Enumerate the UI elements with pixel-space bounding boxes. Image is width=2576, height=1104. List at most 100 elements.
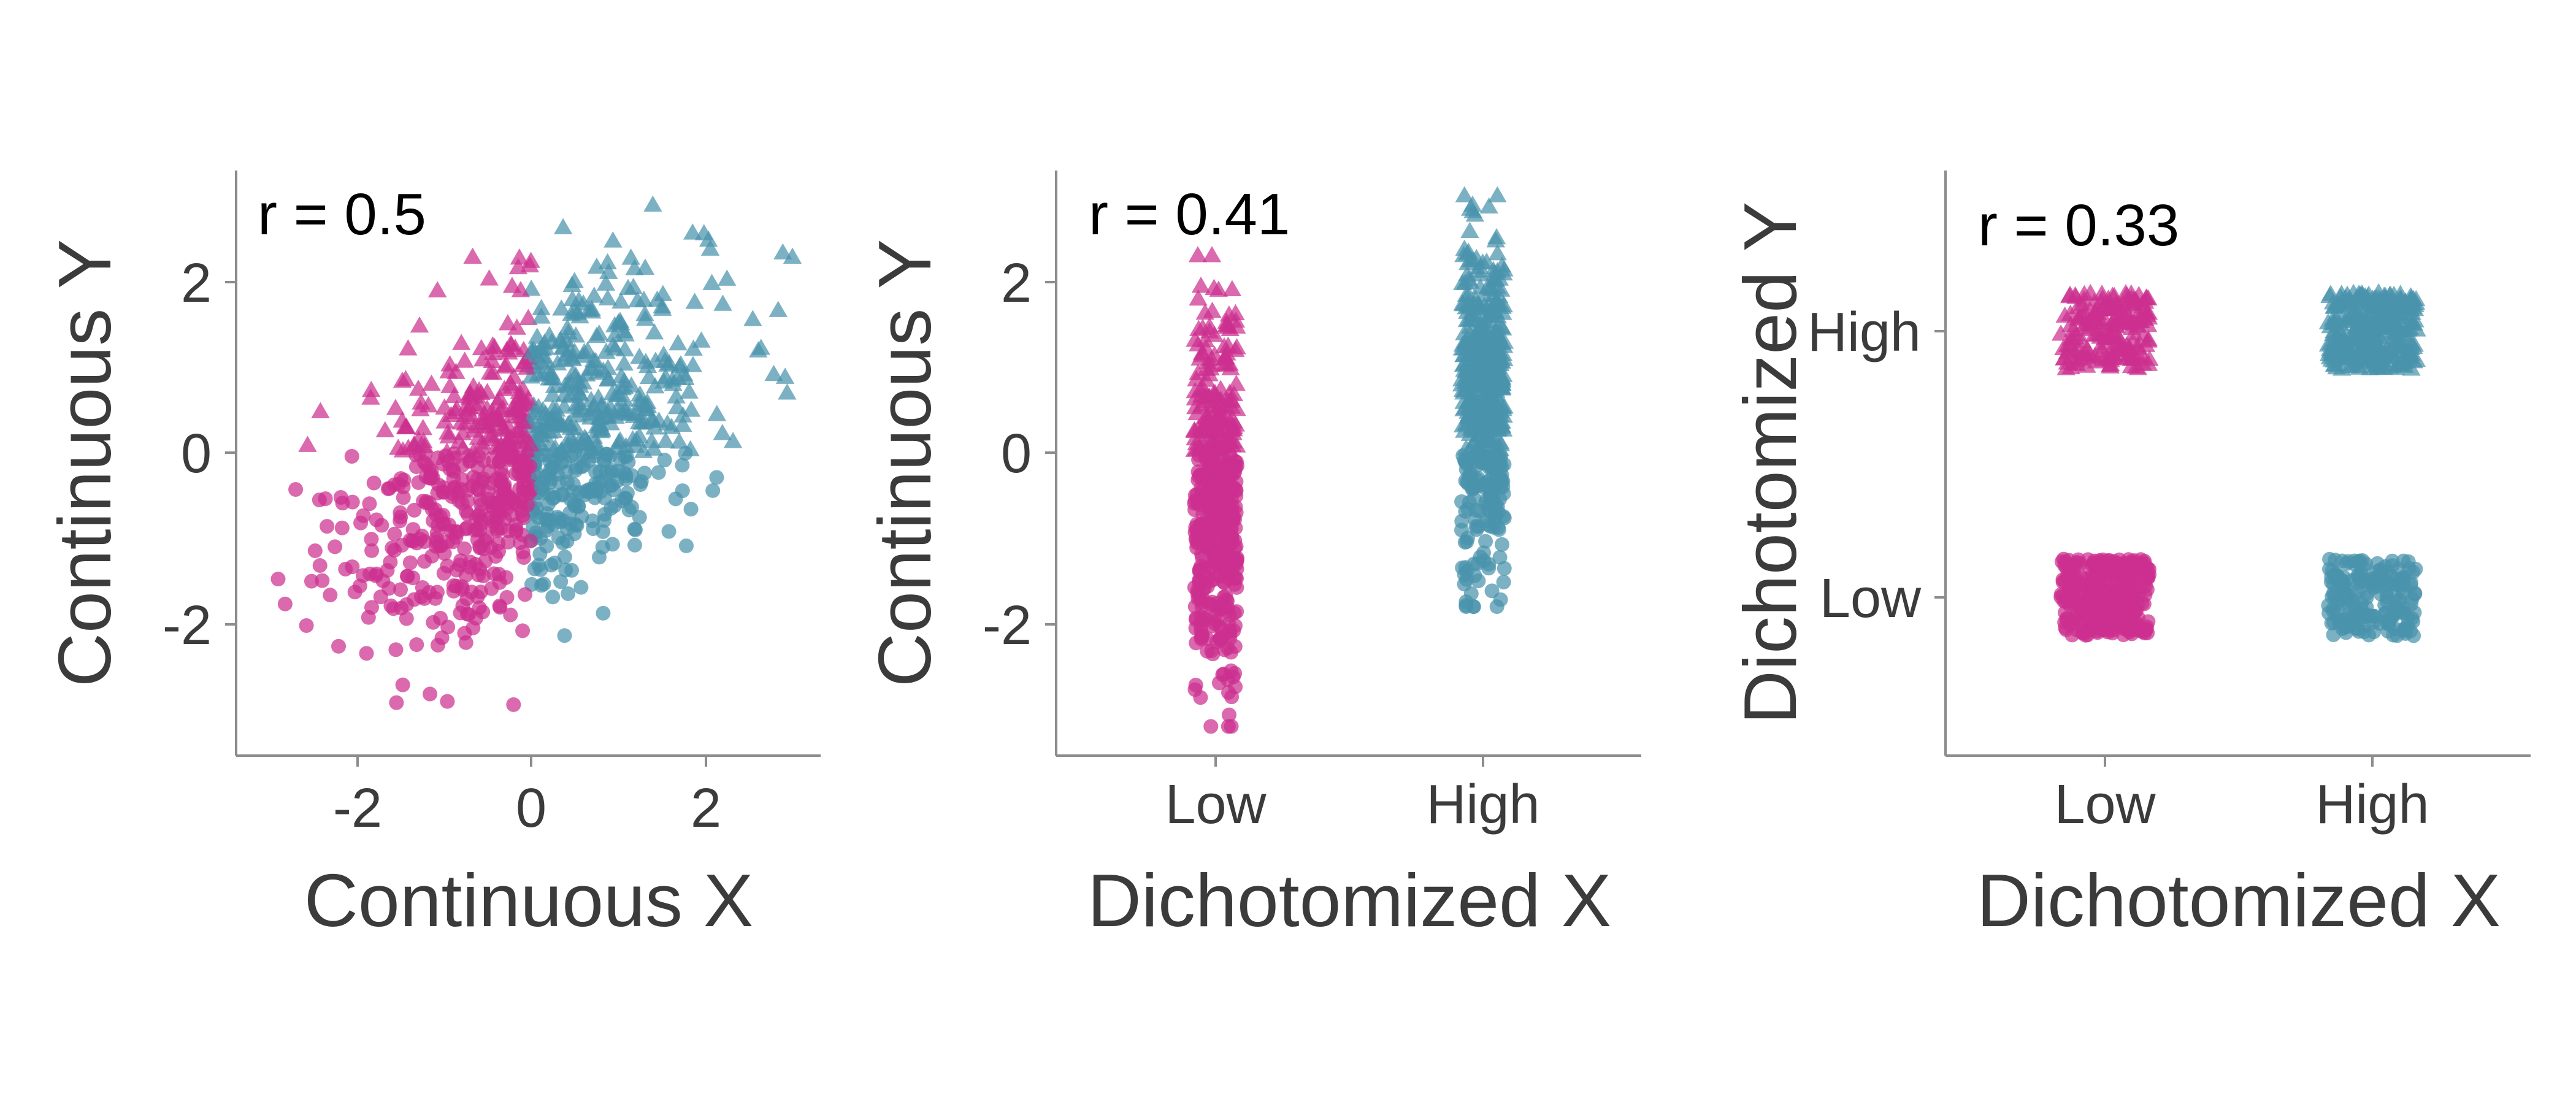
- p3-point-high-high-273: [2402, 359, 2421, 376]
- p1-point-low-745: [472, 339, 491, 356]
- p1-point-low-761: [427, 591, 443, 606]
- p1-point-high-293: [702, 274, 721, 290]
- p2-point-high-401: [1488, 243, 1507, 261]
- p3-point-high-high-305: [2377, 347, 2397, 363]
- p2-point-high-476: [1489, 355, 1508, 372]
- p1-point-high-994: [656, 431, 675, 448]
- p2-point-low-404: [1198, 610, 1213, 626]
- p2-point-high-434: [1458, 473, 1473, 488]
- p1-point-low-624: [407, 502, 422, 518]
- p1-point-low-446: [519, 309, 538, 325]
- p2-point-high-496: [1485, 411, 1504, 428]
- p3-point-low-low-315: [2115, 591, 2130, 607]
- p1-point-low-999: [467, 397, 486, 415]
- p1-point-low-489: [361, 388, 380, 405]
- p1-point-low-688: [455, 598, 470, 613]
- p2-point-high-392: [1493, 334, 1512, 350]
- p2-point-high-445: [1466, 377, 1486, 394]
- p1-point-low-979: [471, 508, 486, 523]
- p2-point-low-336: [1192, 386, 1211, 402]
- p2-point-low-485: [1192, 467, 1208, 483]
- p3-point-low-high-167: [2058, 335, 2077, 352]
- p2-point-low-437: [1220, 640, 1235, 656]
- p3-xtick-label-high: High: [2315, 774, 2429, 835]
- p1-point-high-561: [619, 449, 634, 464]
- p1-point-low-964: [485, 337, 504, 354]
- p1-point-low-551: [503, 607, 518, 623]
- p3-point-low-low-304: [2117, 559, 2132, 574]
- p1-point-high-282: [621, 248, 640, 265]
- p1-point-low-976: [504, 448, 519, 463]
- p3-point-high-low-172: [2350, 569, 2366, 585]
- p1-ytick-label-1: 0: [181, 423, 212, 485]
- p1-point-low-935: [485, 429, 504, 447]
- p1-point-high-622: [707, 405, 727, 421]
- p2-point-high-406: [1459, 462, 1474, 477]
- p2-point-high-462: [1470, 362, 1490, 379]
- p1-point-low-749: [439, 362, 458, 378]
- p1-point-low-774: [507, 318, 526, 335]
- p2-point-low-345: [1227, 665, 1243, 681]
- p1-point-low-509: [408, 459, 424, 474]
- p2-point-high-461: [1454, 346, 1473, 362]
- p3-point-low-high-127: [2061, 358, 2080, 375]
- p2-point-high-482: [1457, 567, 1472, 583]
- p3-points: [2051, 283, 2426, 643]
- p1-point-high-744: [585, 513, 600, 529]
- p2-point-high-12: [1478, 534, 1493, 549]
- p3-point-high-high-274: [2385, 335, 2404, 353]
- p1-point-low-814: [466, 470, 481, 485]
- p1-point-high-941: [530, 416, 549, 433]
- p1-point-low-890: [499, 343, 518, 360]
- p1-point-high-986: [764, 364, 783, 381]
- p1-point-low-974: [405, 435, 424, 452]
- p1-x-title: Continuous X: [304, 859, 753, 942]
- p1-point-low-929: [480, 417, 499, 434]
- p1-point-high-600: [532, 307, 551, 324]
- p1-point-low-966: [471, 448, 486, 464]
- p1-point-high-289: [743, 310, 762, 326]
- p1-point-low-914: [359, 646, 374, 661]
- p2-point-low-488: [1202, 485, 1217, 500]
- p1-point-low-712: [440, 619, 456, 635]
- p1-point-high-808: [683, 356, 703, 372]
- p1-point-low-288: [315, 573, 330, 588]
- panel-dichotomized-both: Low High High Low Dichotomized X Dichoto…: [1728, 171, 2531, 942]
- p1-point-high-382: [632, 510, 647, 525]
- p1-point-low-807: [508, 258, 528, 275]
- p3-point-low-low-215: [2136, 596, 2152, 611]
- p1-point-high-923: [748, 341, 768, 358]
- p3-point-low-low-316: [2137, 626, 2152, 641]
- p1-point-low-714: [413, 418, 432, 435]
- p2-point-low-122: [1205, 278, 1224, 295]
- p2-point-low-218: [1188, 677, 1203, 692]
- p1-point-high-865: [592, 396, 611, 413]
- p2-point-low-480: [1189, 540, 1205, 556]
- p3-point-high-high-315: [2401, 287, 2420, 304]
- p3-point-low-high-176: [2080, 315, 2099, 332]
- p1-point-high-812: [554, 351, 574, 367]
- p1-point-low-680: [381, 581, 397, 596]
- p1-point-high-988: [587, 257, 607, 274]
- p1-point-high-589: [542, 332, 561, 349]
- p1-point-low-362: [480, 269, 499, 286]
- p1-point-high-644: [565, 272, 584, 288]
- p2-point-low-487: [1193, 318, 1213, 335]
- p1-point-high-803: [596, 407, 615, 424]
- p1-point-low-730: [383, 554, 398, 570]
- p1-point-low-646: [396, 370, 415, 386]
- p1-point-high-943: [562, 304, 581, 321]
- p1-point-high-349: [532, 299, 551, 315]
- p1-point-high-898: [533, 365, 552, 382]
- p3-point-low-low-308: [2066, 567, 2081, 582]
- p2-ytick-label-2: 2: [1001, 253, 1032, 314]
- p3-point-low-low-312: [2080, 597, 2096, 612]
- p2-point-low-423: [1206, 473, 1221, 489]
- p1-point-high-2: [553, 574, 569, 589]
- p3-point-high-low-149: [2337, 577, 2352, 592]
- p1-point-high-751: [596, 274, 616, 291]
- p2-point-high-428: [1456, 362, 1475, 379]
- p1-point-high-494: [610, 431, 630, 448]
- p1-point-high-958: [551, 447, 567, 462]
- p2-point-low-435: [1211, 456, 1227, 472]
